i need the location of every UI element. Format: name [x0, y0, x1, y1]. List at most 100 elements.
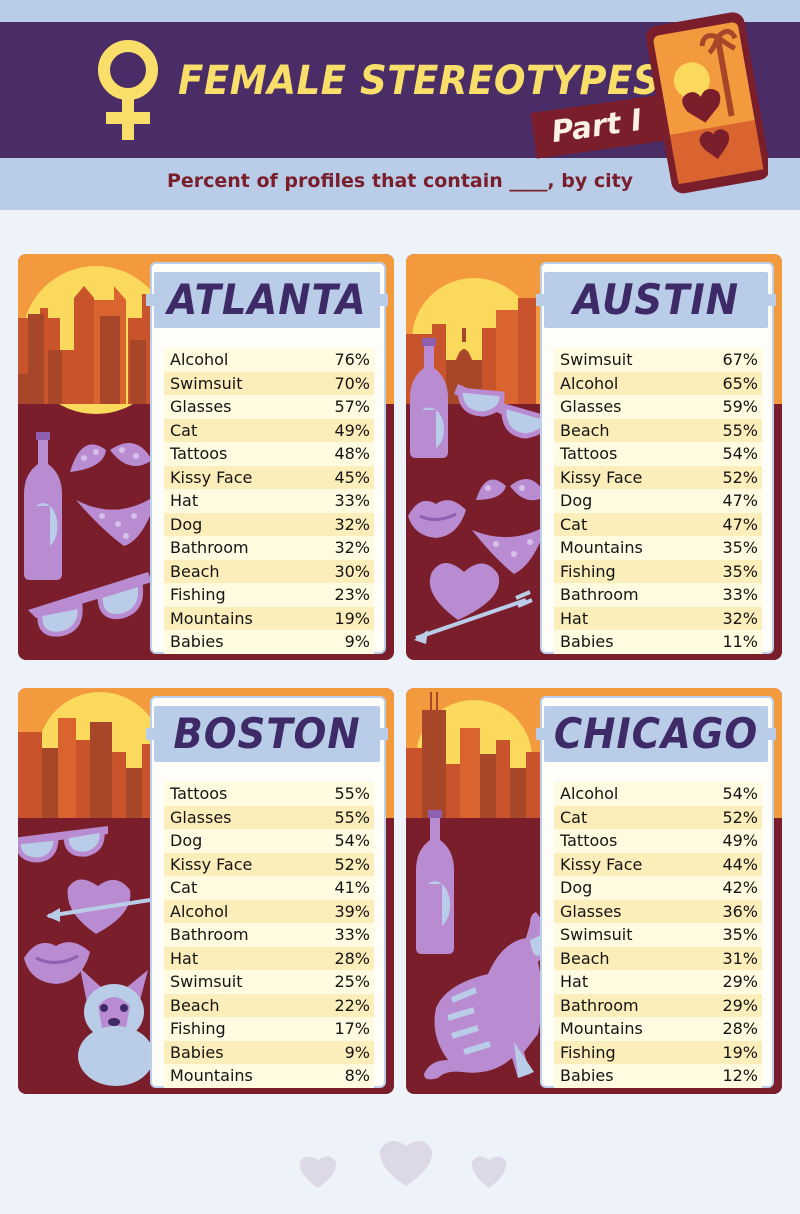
stats-panel: ATLANTA Alcohol 76% Swimsuit 70% Glasses 57% C…: [146, 262, 388, 654]
city-title: CHICAGO: [553, 709, 759, 758]
table-row: Kissy Face 44%: [554, 852, 762, 876]
category-label: Dog: [560, 878, 593, 898]
category-label: Beach: [560, 948, 610, 968]
lips-icon: [408, 500, 466, 538]
table-row: Alcohol 76%: [164, 348, 374, 372]
sunglasses-icon: [18, 826, 108, 863]
percent-value: 44%: [722, 854, 758, 874]
category-label: Kissy Face: [560, 854, 643, 874]
city-title: AUSTIN: [573, 275, 739, 324]
table-row: Beach 30%: [164, 559, 374, 583]
category-label: Tattoos: [170, 444, 228, 464]
category-label: Fishing: [560, 561, 616, 581]
percent-value: 32%: [722, 608, 758, 628]
percent-value: 33%: [334, 491, 370, 511]
page-title: FEMALE STEREOTYPES: [178, 58, 661, 104]
table-row: Cat 47%: [554, 512, 762, 536]
table-row: Glasses 59%: [554, 395, 762, 419]
category-label: Cat: [170, 878, 198, 898]
table-row: Tattoos 48%: [164, 442, 374, 466]
table-row: Kissy Face 45%: [164, 465, 374, 489]
percent-value: 33%: [334, 925, 370, 945]
percent-value: 19%: [722, 1042, 758, 1062]
category-label: Mountains: [560, 538, 643, 558]
table-row: Fishing 17%: [164, 1017, 374, 1041]
table-row: Beach 31%: [554, 946, 762, 970]
subtitle-band: [0, 158, 800, 210]
percent-value: 59%: [722, 397, 758, 417]
table-row: Alcohol 39%: [164, 899, 374, 923]
table-row: Bathroom 33%: [164, 923, 374, 947]
table-row: Swimsuit 25%: [164, 970, 374, 994]
percent-value: 32%: [334, 514, 370, 534]
table-row: Tattoos 55%: [164, 782, 374, 806]
bikini-icon: [70, 442, 158, 546]
stats-panel: BOSTON Tattoos 55% Glasses 55% Dog 54% Kissy F…: [146, 696, 388, 1088]
table-row: Mountains 8%: [164, 1064, 374, 1088]
category-label: Beach: [170, 561, 220, 581]
category-label: Hat: [170, 948, 199, 968]
percent-value: 54%: [722, 784, 758, 804]
stats-panel: AUSTIN Swimsuit 67% Alcohol 65% Glasses 59% Be…: [536, 262, 776, 654]
percent-value: 23%: [334, 585, 370, 605]
category-label: Mountains: [170, 1066, 253, 1086]
table-row: Bathroom 33%: [554, 583, 762, 607]
percent-value: 28%: [334, 948, 370, 968]
cat-icon: [424, 910, 556, 1080]
table-row: Bathroom 32%: [164, 536, 374, 560]
table-row: Babies 9%: [164, 630, 374, 654]
table-row: Dog 32%: [164, 512, 374, 536]
category-label: Babies: [170, 1042, 224, 1062]
category-label: Bathroom: [170, 925, 249, 945]
percent-value: 39%: [334, 901, 370, 921]
stats-table: Alcohol 54% Cat 52% Tattoos 49% Kissy Face 44% D…: [554, 782, 762, 1088]
table-row: Mountains 35%: [554, 536, 762, 560]
table-row: Cat 41%: [164, 876, 374, 900]
percent-value: 32%: [334, 538, 370, 558]
stats-table: Alcohol 76% Swimsuit 70% Glasses 57% Cat 49% Tat…: [164, 348, 374, 654]
table-row: Mountains 19%: [164, 606, 374, 630]
card-boston: BOSTON Tattoos 55% Glasses 55% Dog 54% Kissy F…: [18, 688, 394, 1094]
percent-value: 55%: [722, 420, 758, 440]
percent-value: 28%: [722, 1019, 758, 1039]
heart-arrow-icon: [414, 563, 533, 644]
table-row: Cat 52%: [554, 805, 762, 829]
table-row: Beach 55%: [554, 418, 762, 442]
category-label: Kissy Face: [170, 854, 253, 874]
category-label: Cat: [560, 807, 588, 827]
category-label: Mountains: [170, 608, 253, 628]
category-label: Tattoos: [170, 784, 228, 804]
percent-value: 57%: [334, 397, 370, 417]
table-row: Babies 9%: [164, 1040, 374, 1064]
percent-value: 22%: [334, 995, 370, 1015]
category-label: Tattoos: [560, 831, 618, 851]
female-symbol-icon: [98, 40, 158, 140]
table-row: Hat 29%: [554, 970, 762, 994]
category-label: Swimsuit: [170, 373, 243, 393]
table-row: Hat 28%: [164, 946, 374, 970]
percent-value: 17%: [334, 1019, 370, 1039]
bottle-icon: [410, 338, 448, 458]
category-label: Babies: [560, 632, 614, 652]
percent-value: 49%: [334, 420, 370, 440]
category-label: Alcohol: [170, 901, 229, 921]
percent-value: 47%: [722, 491, 758, 511]
category-label: Swimsuit: [560, 350, 633, 370]
percent-value: 55%: [334, 784, 370, 804]
percent-value: 31%: [722, 948, 758, 968]
table-row: Dog 42%: [554, 876, 762, 900]
percent-value: 35%: [722, 538, 758, 558]
percent-value: 54%: [334, 831, 370, 851]
table-row: Alcohol 54%: [554, 782, 762, 806]
table-row: Swimsuit 70%: [164, 371, 374, 395]
percent-value: 19%: [334, 608, 370, 628]
category-label: Hat: [170, 491, 199, 511]
category-label: Swimsuit: [170, 972, 243, 992]
category-label: Bathroom: [560, 995, 639, 1015]
heart-icon: [471, 1156, 507, 1188]
category-label: Kissy Face: [560, 467, 643, 487]
category-label: Hat: [560, 608, 589, 628]
city-title: BOSTON: [173, 709, 361, 758]
percent-value: 35%: [722, 925, 758, 945]
table-row: Alcohol 65%: [554, 371, 762, 395]
